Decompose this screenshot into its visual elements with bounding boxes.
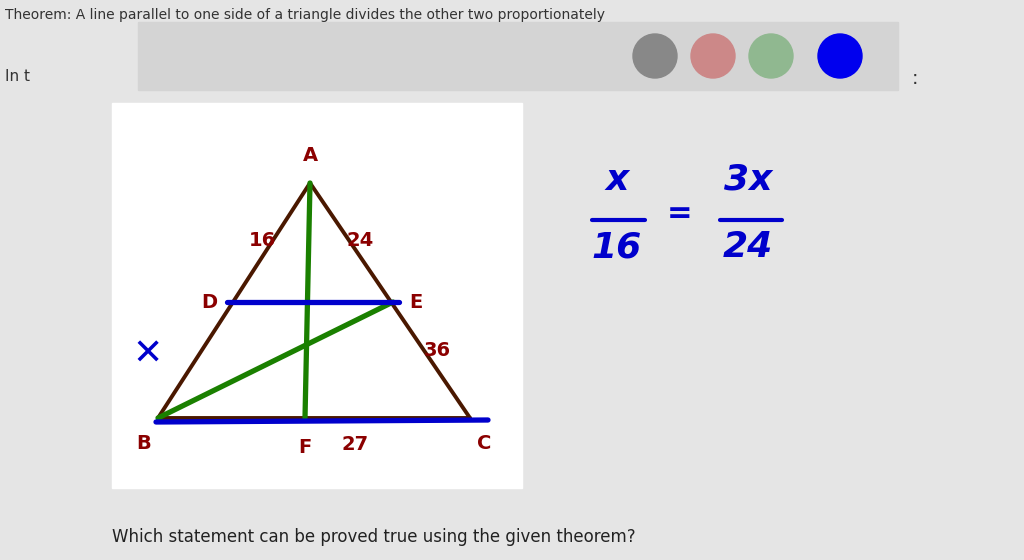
- Text: 24: 24: [346, 231, 374, 250]
- Text: D: D: [201, 292, 217, 311]
- Text: 36: 36: [424, 340, 451, 360]
- Bar: [138, 22, 898, 90]
- Text: 27: 27: [341, 436, 369, 455]
- Text: C: C: [477, 434, 492, 453]
- Text: =: =: [668, 198, 693, 227]
- Text: Which statement can be proved true using the given theorem?: Which statement can be proved true using…: [112, 528, 636, 546]
- Circle shape: [691, 34, 735, 78]
- Text: ✕: ✕: [133, 338, 163, 372]
- Text: 16: 16: [249, 231, 275, 250]
- Text: 16: 16: [592, 230, 642, 264]
- Text: Theorem: A line parallel to one side of a triangle divides the other two proport: Theorem: A line parallel to one side of …: [5, 8, 605, 22]
- Circle shape: [633, 34, 677, 78]
- Text: x: x: [605, 163, 629, 197]
- Text: :: :: [912, 69, 919, 88]
- Text: B: B: [136, 434, 152, 453]
- Circle shape: [749, 34, 793, 78]
- Text: 24: 24: [723, 230, 773, 264]
- Text: E: E: [409, 292, 422, 311]
- Text: F: F: [298, 438, 311, 457]
- Text: In t: In t: [5, 69, 30, 84]
- Text: 3x: 3x: [724, 163, 772, 197]
- Text: A: A: [302, 146, 317, 165]
- Circle shape: [818, 34, 862, 78]
- Bar: [112, 103, 522, 488]
